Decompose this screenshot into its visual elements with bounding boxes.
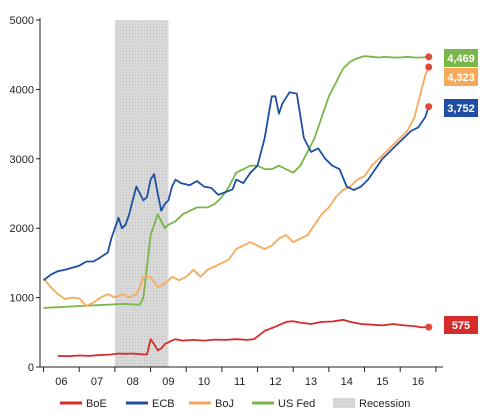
recession-band <box>114 20 169 367</box>
end-value-label: 4,469 <box>447 53 475 65</box>
series-line-boe <box>57 318 429 358</box>
end-marker <box>425 63 433 71</box>
end-value-labels: 4,469 4,323 3,752 575 <box>425 49 478 334</box>
end-value-label: 3,752 <box>447 103 475 115</box>
recession-band-layer <box>114 20 169 367</box>
end-value-box <box>444 316 478 334</box>
legend-label: US Fed <box>278 398 315 410</box>
end-marker <box>425 103 433 111</box>
x-tick-label: 09 <box>162 376 174 388</box>
series-lines <box>42 55 430 358</box>
series-line-us-fed <box>43 55 429 309</box>
end-value-box <box>444 68 478 86</box>
x-tick-label: 14 <box>341 376 353 388</box>
y-tick-label: 0 <box>28 362 34 374</box>
y-tick-label: 4000 <box>10 84 34 96</box>
y-tick-label: 3000 <box>10 154 34 166</box>
axes: 0 1000 2000 3000 4000 5000 06 07 08 09 10 11 12 13 14 1… <box>10 15 443 388</box>
legend-label: ECB <box>152 398 175 410</box>
end-marker <box>425 323 433 331</box>
end-value-box <box>444 99 478 117</box>
legend-label: BoJ <box>215 398 234 410</box>
legend: BoE ECB BoJ US Fed Recession <box>60 398 410 410</box>
legend-swatch <box>333 398 355 408</box>
legend-label: BoE <box>86 398 107 410</box>
y-tick-label: 1000 <box>10 293 34 305</box>
legend-label: Recession <box>359 398 410 410</box>
x-tick-label: 07 <box>91 376 103 388</box>
series-line-ecb <box>43 91 430 282</box>
y-tick-label: 5000 <box>10 15 34 27</box>
x-tick-label: 16 <box>412 376 424 388</box>
x-tick-label: 13 <box>305 376 317 388</box>
y-tick-label: 2000 <box>10 223 34 235</box>
end-value-label: 575 <box>452 320 470 332</box>
x-tick-label: 11 <box>234 376 245 388</box>
series-line-boj <box>42 66 430 307</box>
x-tick-label: 06 <box>55 376 67 388</box>
x-tick-label: 12 <box>269 376 281 388</box>
x-tick-label: 08 <box>127 376 139 388</box>
end-value-box <box>444 49 478 67</box>
end-value-label: 4,323 <box>447 72 475 84</box>
end-marker <box>425 53 433 61</box>
x-tick-label: 15 <box>376 376 388 388</box>
x-tick-label: 10 <box>198 376 210 388</box>
